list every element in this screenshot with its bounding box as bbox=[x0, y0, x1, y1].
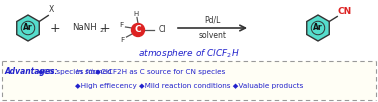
Text: Cl: Cl bbox=[158, 26, 166, 34]
Text: ◆ClCF2H as C source for CN species: ◆ClCF2H as C source for CN species bbox=[93, 69, 225, 75]
Text: ◆High effiecency ◆Mild reaction conditions ◆Valuable products: ◆High effiecency ◆Mild reaction conditio… bbox=[75, 83, 303, 89]
Text: F: F bbox=[119, 22, 124, 28]
Text: Ar: Ar bbox=[23, 23, 33, 33]
Text: CN: CN bbox=[338, 7, 352, 16]
Text: in situ: in situ bbox=[76, 69, 98, 75]
Circle shape bbox=[132, 23, 144, 37]
Text: F: F bbox=[121, 37, 125, 43]
Text: +: + bbox=[50, 22, 60, 34]
Text: ◆CN species formed: ◆CN species formed bbox=[38, 69, 114, 75]
Text: solvent: solvent bbox=[198, 32, 226, 40]
Polygon shape bbox=[307, 15, 329, 41]
Polygon shape bbox=[2, 61, 376, 100]
Text: Advantages:: Advantages: bbox=[5, 68, 61, 76]
Text: C: C bbox=[135, 26, 141, 34]
Text: 2: 2 bbox=[99, 28, 103, 33]
Text: H: H bbox=[133, 12, 139, 18]
Text: X: X bbox=[49, 6, 54, 14]
Text: +: + bbox=[100, 22, 110, 34]
Text: Pd/L: Pd/L bbox=[204, 16, 221, 24]
Polygon shape bbox=[17, 15, 39, 41]
Text: atmosphere of ClCF$_2$H: atmosphere of ClCF$_2$H bbox=[138, 47, 240, 59]
Text: NaNH: NaNH bbox=[72, 23, 97, 33]
Text: Ar: Ar bbox=[313, 23, 323, 33]
